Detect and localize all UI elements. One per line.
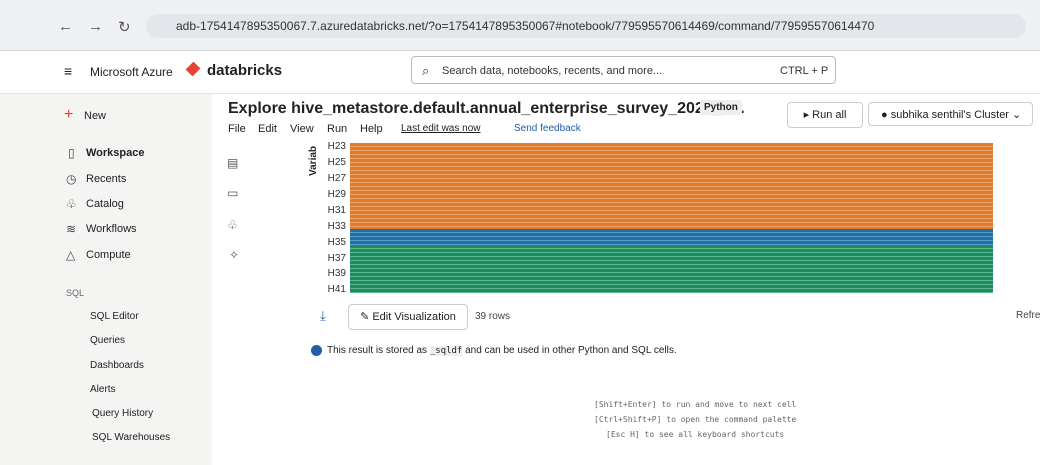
- menu-item[interactable]: View: [290, 123, 314, 135]
- nav-item[interactable]: Workflows: [86, 223, 137, 235]
- search-shortcut: CTRL + P: [780, 65, 829, 77]
- nav-item[interactable]: Workspace: [86, 147, 145, 159]
- button-label: Edit Visualization: [372, 311, 456, 323]
- nav-item[interactable]: Alerts: [90, 384, 116, 395]
- icon: △: [66, 248, 76, 262]
- bar-group: [350, 245, 993, 293]
- brand: Microsoft Azure: [90, 65, 173, 79]
- app-header: ≡ Microsoft Azure databricks: [0, 51, 1040, 94]
- reload-button[interactable]: ↻: [118, 19, 131, 36]
- nav-item[interactable]: Queries: [90, 335, 126, 346]
- new-icon: +: [64, 106, 74, 123]
- icon: ♧: [66, 197, 77, 211]
- info-text: and: [611, 345, 629, 356]
- toc-icon[interactable]: ▤: [227, 156, 239, 170]
- feedback-link[interactable]: Send feedback: [514, 123, 581, 134]
- refresh-link[interactable]: Refre: [1016, 310, 1040, 321]
- cluster-selector[interactable]: ● subhika senthil's Cluster ⌄: [868, 102, 1033, 126]
- sidebar: + New ▯ Workspace ◷ Recents ♧ Catalog ≋ Work…: [0, 94, 212, 465]
- section-label: SQL: [66, 288, 85, 298]
- folder-icon[interactable]: ▭: [227, 186, 239, 200]
- chart-bars: [350, 143, 993, 293]
- download-icon[interactable]: ⤓: [320, 308, 326, 323]
- info-text: and can be used in other: [465, 345, 576, 356]
- nav-item[interactable]: Catalog: [86, 198, 124, 210]
- y-tick-label: H27: [327, 173, 346, 184]
- info-text: SQL: [631, 345, 652, 356]
- info-code: _sqldf: [429, 346, 463, 356]
- y-tick-label: H35: [327, 237, 346, 248]
- shortcut-hint: [Ctrl+Shift+P] to open the command palet…: [594, 415, 797, 424]
- icon: ◷: [66, 172, 77, 186]
- menu-item[interactable]: File: [228, 123, 246, 135]
- y-tick-label: H23: [327, 141, 346, 152]
- edit-visualization-button[interactable]: ✎ Edit Visualization: [348, 304, 468, 330]
- y-tick-label: H31: [327, 205, 346, 216]
- nav-item[interactable]: Compute: [86, 249, 131, 261]
- y-tick-label: H37: [327, 253, 346, 264]
- search-icon: ⌕: [422, 63, 430, 78]
- language-selector[interactable]: Python: [700, 100, 742, 115]
- info-text: cells.: [653, 345, 677, 356]
- address-bar[interactable]: adb-1754147895350067.7.azuredatabricks.n…: [146, 14, 1026, 38]
- menu-item[interactable]: Edit: [258, 123, 277, 135]
- back-button[interactable]: ←: [58, 18, 73, 35]
- run-all-button[interactable]: ▸ Run all: [787, 102, 863, 128]
- browser-bar: ← → ↻ adb-1754147895350067.7.azuredatabr…: [0, 0, 1040, 51]
- product[interactable]: databricks: [207, 62, 283, 79]
- forward-button[interactable]: →: [88, 18, 103, 35]
- cluster-name: subhika senthil's Cluster: [890, 109, 1009, 121]
- nav-item[interactable]: SQL Editor: [90, 311, 139, 322]
- row-count: 39 rows: [475, 311, 511, 322]
- icon: ▯: [68, 146, 75, 160]
- run-all-label: Run all: [812, 109, 847, 121]
- info-text: This result is stored as: [327, 345, 428, 356]
- result-info: This result is stored as _sqldf and can …: [305, 342, 1035, 360]
- y-tick-label: H29: [327, 189, 346, 200]
- search-placeholder: Search data, notebooks, recents, and mor…: [442, 65, 663, 77]
- assistant-icon[interactable]: ✧: [229, 248, 240, 262]
- menu-item[interactable]: Help: [360, 123, 383, 135]
- info-icon: [311, 344, 322, 356]
- shortcut-hint: [Shift+Enter] to run and move to next ce…: [594, 400, 797, 409]
- shortcut-hint: [Esc H] to see all keyboard shortcuts: [606, 430, 785, 439]
- catalog-icon[interactable]: ♧: [227, 218, 238, 232]
- bar-group: [350, 229, 993, 245]
- y-tick-label: H39: [327, 268, 346, 279]
- nav-item[interactable]: SQL Warehouses: [92, 432, 171, 443]
- last-edit[interactable]: Last edit was now: [401, 123, 481, 134]
- menu-icon[interactable]: ≡: [64, 63, 73, 79]
- nav-item[interactable]: Dashboards: [90, 360, 144, 371]
- bar-group: [350, 143, 993, 229]
- notebook-title[interactable]: Explore hive_metastore.default.annual_en…: [228, 100, 745, 117]
- nav-item[interactable]: Query History: [92, 408, 154, 419]
- y-tick-label: H41: [327, 284, 346, 295]
- y-tick-label: H33: [327, 221, 346, 232]
- menu-item[interactable]: Run: [327, 123, 348, 135]
- y-tick-label: H25: [327, 157, 346, 168]
- info-text: Python: [578, 345, 610, 356]
- search-box[interactable]: Search data, notebooks, recents, and mor…: [411, 56, 836, 84]
- logo: [185, 61, 201, 77]
- new-button[interactable]: New: [84, 110, 107, 122]
- nav-item[interactable]: Recents: [86, 173, 127, 185]
- icon: ≋: [66, 222, 77, 236]
